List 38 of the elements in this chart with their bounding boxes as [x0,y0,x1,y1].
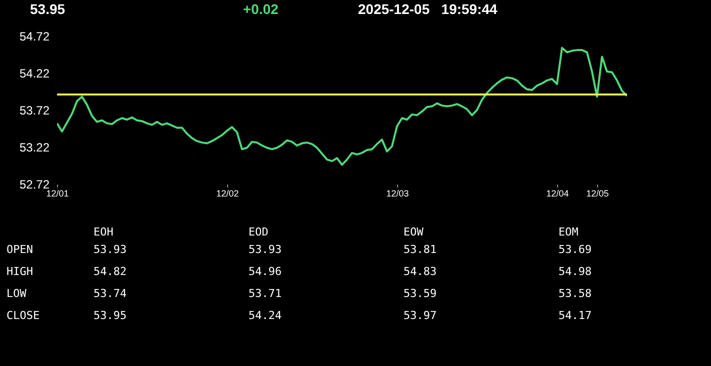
data-label: 54.24 [248,309,282,322]
data-label: 53.59 [404,287,437,300]
x-tick-label: EOD [248,226,268,238]
data-label: 54.98 [558,265,592,278]
y-tick-label: 53.72 [19,104,50,118]
y-tick-label: 54.72 [19,30,50,44]
y-tick-label: CLOSE [6,309,40,322]
data-label: 53.97 [404,309,437,322]
x-tick-label: EOM [558,226,579,238]
x-tick-label: 12/03 [386,188,409,198]
data-label: 53.81 [404,243,437,256]
x-tick-label: EOW [404,226,424,238]
data-label: 53.93 [94,243,127,256]
chart-subtitle: +0.02 [243,1,278,17]
data-label: 53.74 [94,287,127,300]
text: 2025-12-05 19:59:44 [358,1,498,17]
data-label: 53.58 [558,287,592,300]
line-series [57,46,627,166]
x-tick-label: EOH [94,226,114,238]
data-label: 54.82 [94,265,127,278]
data-label: 53.95 [94,309,127,322]
data-label: 54.96 [248,265,282,278]
y-tick-label: 53.22 [19,140,50,154]
x-tick-label: 12/01 [46,188,69,198]
x-tick-label: 12/04 [546,188,569,198]
y-tick-label: HIGH [6,265,33,278]
data-label: 53.69 [558,243,592,256]
y-tick-label: OPEN [6,243,33,256]
x-tick-label: 12/02 [216,188,239,198]
data-label: 54.17 [558,309,592,322]
data-label: 54.83 [404,265,437,278]
y-tick-label: 52.72 [19,178,50,192]
data-label: 53.93 [248,243,282,256]
chart-title: 53.95 [30,1,66,17]
y-tick-label: LOW [6,287,27,300]
y-tick-label: 54.22 [19,66,50,80]
data-label: 53.71 [248,287,282,300]
x-tick-label: 12/05 [586,188,609,198]
